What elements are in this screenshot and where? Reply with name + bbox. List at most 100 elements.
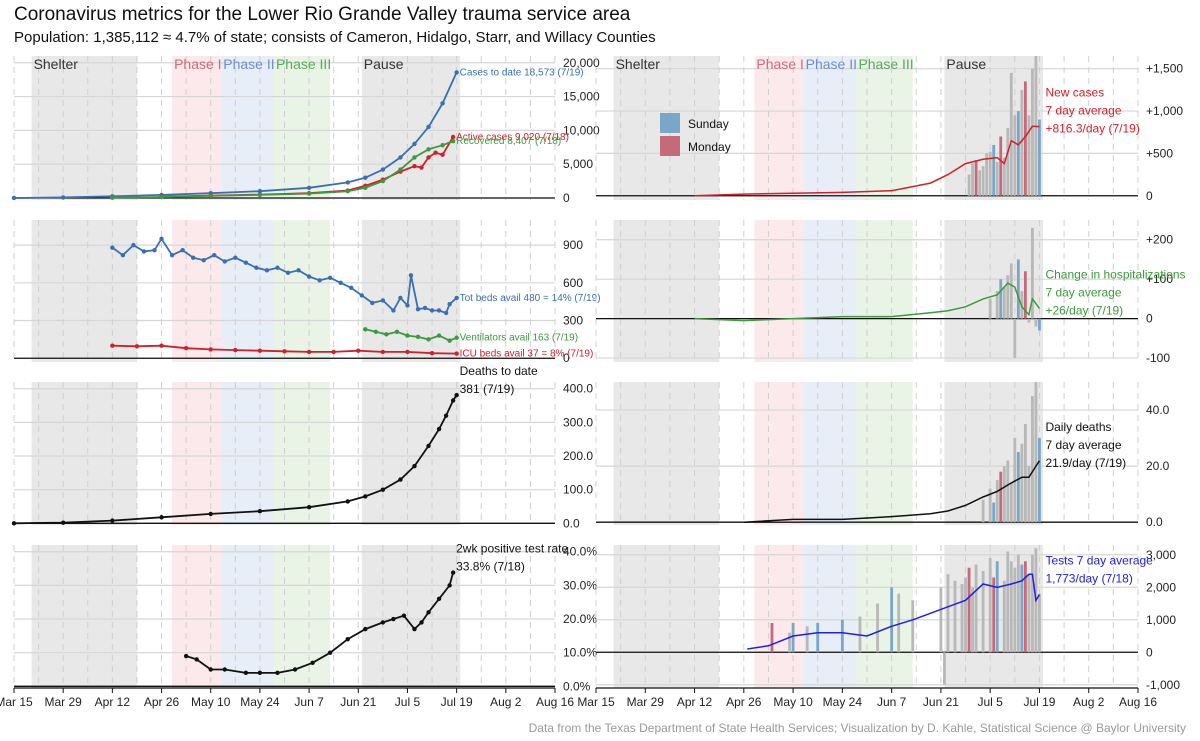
y-tick-label: 20.0 [1146,459,1170,473]
data-point [426,124,431,130]
data-point [345,189,350,194]
x-tick-label: Mar 15 [0,695,33,709]
x-tick-label: May 24 [240,695,280,709]
y-tick-label: +200 [1146,233,1173,247]
y-tick-label: 100.0 [563,483,593,497]
phase-band [221,382,274,525]
phase-label: Phase III [276,56,331,72]
data-point [440,101,445,106]
data-point [415,307,421,312]
bar [788,632,791,653]
average-label: 7 day average [1045,104,1121,118]
data-point [454,351,459,356]
y-tick-label: 3,000 [1146,548,1176,562]
panel-positive-rate: 0.0% 10.0% 20.0% 30.0% 40.0%2wk positive tes… [13,542,597,693]
y-tick-label: 1,000 [1146,613,1176,627]
panel-new-cases: Shelter Phase I Phase II Phase III Pause 0 +50… [595,56,1183,203]
bar [988,151,992,196]
phase-band [31,382,137,525]
data-point [169,252,175,258]
x-tick-label: Aug 16 [536,695,574,709]
data-point [222,259,227,264]
x-tick-label: Jun 21 [340,695,376,709]
average-label: 7 day average [1045,438,1121,452]
x-tick-label: Mar 29 [45,695,83,709]
data-point [391,616,396,622]
data-point [257,509,263,514]
data-point [363,175,368,180]
x-tick-label: Jun 7 [877,695,907,709]
y-tick-label: 40.0 [1146,403,1170,417]
data-point [380,349,386,355]
data-point [331,349,336,355]
bar [1031,396,1034,523]
data-point [380,178,386,184]
bar [988,558,992,653]
phase-band [856,382,913,525]
bar [805,626,809,653]
seven-day-average-line [694,282,1041,322]
bar [911,600,915,653]
series-line-ventilators-avail [365,328,457,342]
bar [967,567,971,653]
bar [999,471,1003,523]
phase-label: Pause [946,56,986,72]
average-label: +26/day (7/19) [1045,303,1123,317]
data-point [306,191,312,196]
series-label: Ventilators avail 163 (7/19) [460,333,578,344]
phase-band [803,382,857,525]
x-tick-label: Apr 26 [726,695,762,709]
data-point [306,185,312,191]
panel-cumulative-cases: Shelter Phase I Phase II Phase III Pause 0 5,0… [11,56,600,205]
data-point [454,295,459,301]
data-point [110,195,115,200]
average-label: Tests 7 day average [1045,554,1153,568]
bar [992,577,996,653]
y-tick-label: 300 [563,314,583,328]
data-point [257,192,263,198]
data-point [285,270,291,275]
bar [981,571,985,653]
phase-band [273,382,331,525]
series-label: 33.8% (7/18) [456,560,525,574]
bar [1006,460,1010,523]
data-point [306,349,312,355]
phase-band [221,545,274,688]
data-point [373,329,379,335]
data-point [443,413,449,418]
data-point [110,245,115,250]
series-label: Tot beds avail 480 = 14% (7/19) [460,293,601,304]
bar [939,587,943,653]
y-tick-label: 300.0 [563,415,593,429]
phase-band [856,220,913,362]
x-tick-label: May 10 [191,695,231,709]
bar [974,160,978,196]
data-point [443,310,449,316]
phase-band [613,545,720,688]
x-tick-label: Apr 12 [677,695,713,709]
bar [1034,318,1038,327]
bar [1034,382,1038,523]
data-point [208,193,213,199]
phase-band [273,56,331,200]
phase-label: Phase I [174,56,221,72]
bar [946,574,950,653]
y-tick-label: 10.0% [563,646,597,660]
bar [1006,128,1010,196]
data-point [275,265,280,270]
data-point [447,583,452,588]
y-tick-label: 10,000 [563,123,600,137]
figure-title: Coronavirus metrics for the Lower Rio Gr… [14,4,631,25]
bar [1016,554,1020,653]
y-tick-label: +100 [1146,272,1173,286]
data-point [243,670,249,676]
data-point [412,463,417,469]
panel-daily-deaths: 0.0 20.0 40.0 Daily deaths 7 day average 21.9… [595,382,1170,529]
phase-band [803,56,857,200]
x-tick-label: Apr 26 [144,695,180,709]
series-label: Deaths to date [460,364,538,378]
data-point [394,329,400,335]
bar [1038,119,1041,196]
bar [981,166,985,196]
